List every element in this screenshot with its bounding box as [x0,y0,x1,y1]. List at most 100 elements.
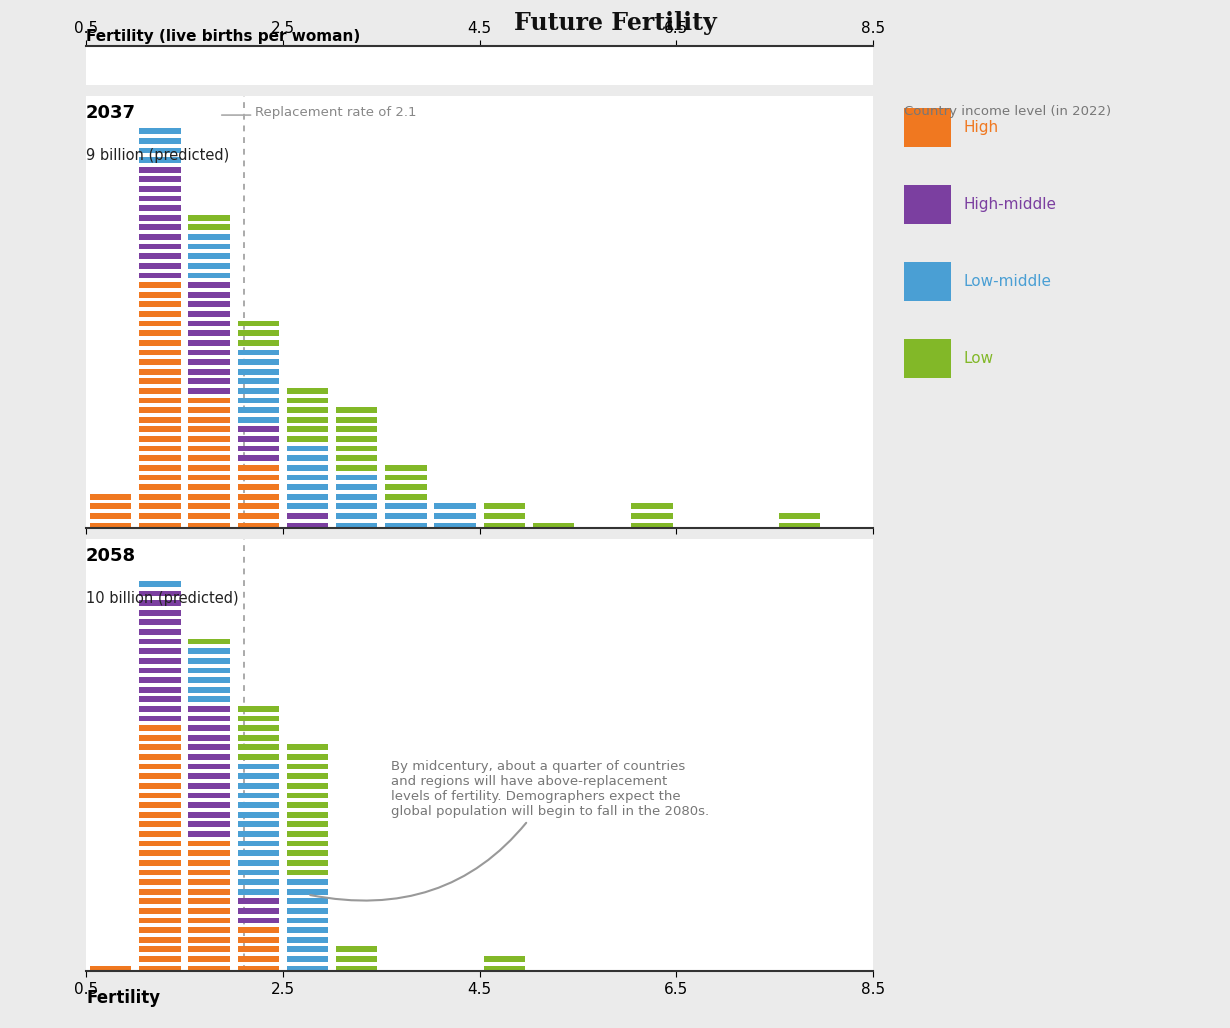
Bar [237,850,279,856]
Bar [237,321,279,327]
Bar [188,850,230,856]
Bar [139,677,181,683]
Bar [188,350,230,356]
Text: Low: Low [963,352,993,366]
Bar [188,398,230,403]
Bar [188,667,230,673]
Bar [188,755,230,760]
Bar [237,513,279,519]
Bar [188,215,230,221]
Bar [483,504,525,509]
Bar [139,687,181,693]
Bar [779,522,820,528]
Text: By midcentury, about a quarter of countries
and regions will have above-replacem: By midcentury, about a quarter of countr… [310,760,710,901]
Text: Country income level (in 2022): Country income level (in 2022) [904,105,1111,118]
Bar [287,783,328,788]
Bar [237,773,279,779]
Bar [139,802,181,808]
Bar [139,369,181,374]
Bar [139,610,181,616]
Bar [237,359,279,365]
Bar [90,504,132,509]
Bar [188,918,230,923]
Bar [336,455,378,462]
Bar [188,696,230,702]
Bar [139,427,181,432]
Bar [188,359,230,365]
Bar [90,522,132,528]
Bar [139,870,181,875]
Bar [188,369,230,374]
Bar [188,764,230,770]
Bar [139,244,181,250]
Bar [385,513,427,519]
Text: 10 billion (predicted): 10 billion (predicted) [86,591,239,605]
Bar [139,167,181,173]
Bar [237,821,279,828]
Bar [139,744,181,750]
Bar [139,398,181,403]
Bar [287,446,328,451]
Bar [287,898,328,905]
Bar [237,522,279,528]
Bar [139,195,181,201]
Bar [188,831,230,837]
Bar [287,831,328,837]
Bar [237,388,279,394]
Bar [139,493,181,500]
Bar [139,157,181,162]
Bar [533,522,574,528]
Bar [237,475,279,480]
Bar [287,870,328,875]
Bar [139,937,181,943]
Bar [188,504,230,509]
Bar [139,378,181,384]
Bar [188,783,230,788]
Bar [434,513,476,519]
Bar [287,407,328,413]
Bar [188,388,230,394]
Bar [139,918,181,923]
Bar [188,321,230,327]
Bar [139,513,181,519]
Bar [336,465,378,471]
Bar [188,263,230,268]
Bar [237,859,279,866]
Bar [385,493,427,500]
Bar [631,504,673,509]
Bar [188,638,230,645]
Bar [385,465,427,471]
Bar [139,947,181,952]
Bar [188,416,230,423]
Bar [139,706,181,711]
Bar [139,301,181,307]
Bar [139,812,181,817]
Bar [237,812,279,817]
Bar [237,937,279,943]
Bar [287,764,328,770]
Bar [139,186,181,192]
Bar [139,620,181,625]
Bar [336,427,378,432]
Bar [287,773,328,779]
Bar [139,330,181,336]
Bar [188,879,230,885]
Bar [188,234,230,240]
Bar [188,311,230,317]
Bar [237,793,279,799]
Bar [139,735,181,740]
Text: Low-middle: Low-middle [963,274,1052,289]
Bar [237,369,279,374]
Bar [139,821,181,828]
Bar [336,493,378,500]
Bar [188,870,230,875]
Bar [336,956,378,962]
Bar [139,206,181,211]
Bar [139,927,181,933]
Bar [139,638,181,645]
Bar [188,773,230,779]
Bar [139,889,181,894]
Text: 9 billion (predicted): 9 billion (predicted) [86,148,229,162]
Bar [139,850,181,856]
Bar [287,455,328,462]
